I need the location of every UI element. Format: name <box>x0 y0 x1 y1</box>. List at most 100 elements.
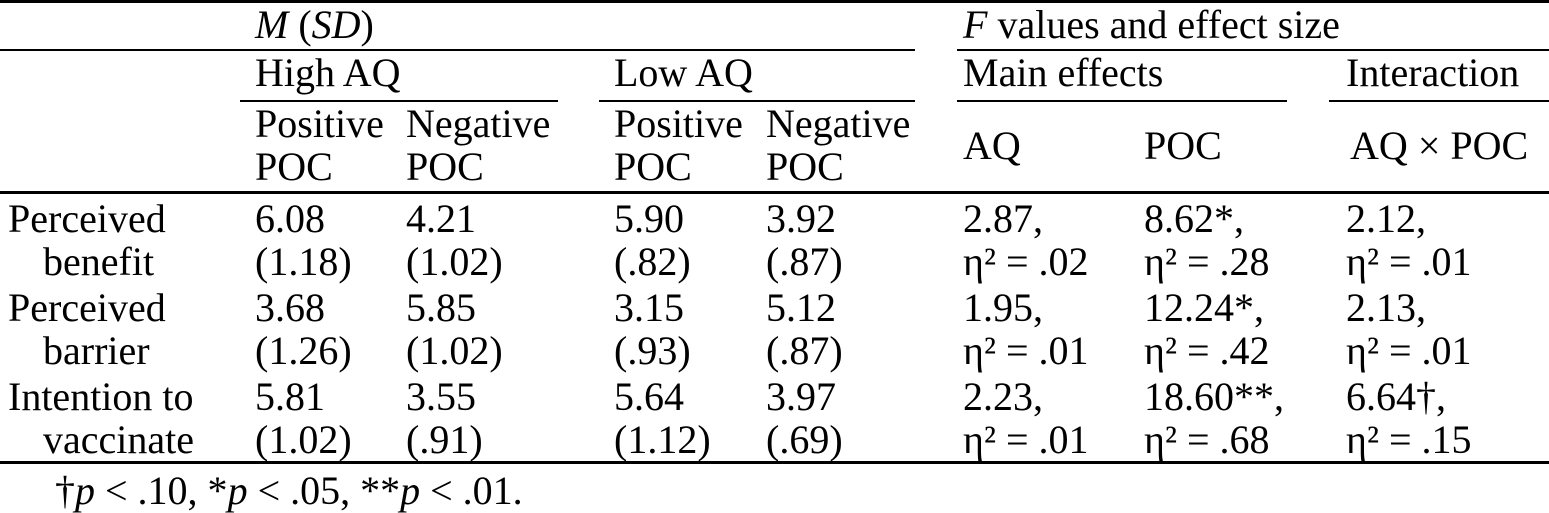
mean-value: 3.92 <box>766 196 836 241</box>
cell-f-effect: 2.12, η² = .01 <box>1329 193 1549 284</box>
eta-squared: η² = .68 <box>1144 417 1270 462</box>
col-header-negative-poc: Negative POC <box>391 101 558 194</box>
table-row: Perceived barrier 3.68 (1.26) 5.85 (1.02) … <box>0 283 1549 372</box>
gap-cell <box>558 193 599 284</box>
text-segment: F <box>963 2 988 47</box>
eta-squared: η² = .01 <box>1346 328 1472 373</box>
mean-value: 5.85 <box>406 285 476 330</box>
text-segment: < .01. <box>420 468 523 513</box>
cell-f-effect: 6.64†, η² = .15 <box>1329 372 1549 464</box>
row-label: Perceived barrier <box>8 285 166 373</box>
gap-cell <box>915 50 957 101</box>
results-table: M (SD) F values and effect size High AQ … <box>0 0 1549 464</box>
sd-value: (1.26) <box>255 328 352 373</box>
cell-f-effect: 1.95, η² = .01 <box>957 283 1129 372</box>
text-segment: < .10, * <box>95 468 228 513</box>
sd-value: (1.02) <box>255 417 352 462</box>
cell-mean-sd: 5.90 (.82) <box>599 193 751 284</box>
header-main-effects: Main effects <box>957 50 1288 102</box>
f-value: 18.60**, <box>1144 374 1285 419</box>
text-segment: values and effect size <box>987 2 1340 47</box>
header-f-values: F values and effect size <box>957 1 1549 51</box>
cell-mean-sd: 6.08 (1.18) <box>240 193 391 283</box>
f-value: 2.23, <box>963 374 1044 419</box>
mean-value: 5.64 <box>614 374 684 419</box>
text-segment: SD <box>311 2 361 47</box>
cell-mean-sd: 5.85 (1.02) <box>391 283 558 372</box>
sd-value: (1.02) <box>406 239 503 284</box>
col-header-positive-poc: Positive POC <box>240 101 391 194</box>
mean-value: 3.68 <box>255 285 325 330</box>
gap-cell <box>915 2 957 51</box>
text-segment: † <box>55 468 75 513</box>
eta-squared: η² = .28 <box>1144 239 1270 284</box>
mean-value: 3.15 <box>614 285 684 330</box>
f-value: 2.13, <box>1346 285 1427 330</box>
header-high-aq: High AQ <box>240 50 558 102</box>
header-row-subgroups: High AQ Low AQ Main effects Interaction <box>0 50 1549 102</box>
gap-cell <box>1287 101 1330 194</box>
mean-value: 4.21 <box>406 196 476 241</box>
gap-cell <box>1287 283 1329 372</box>
header-interaction: Interaction <box>1329 50 1549 102</box>
cell-mean-sd: 5.81 (1.02) <box>240 372 391 464</box>
cell-mean-sd: 5.64 (1.12) <box>599 372 751 464</box>
col-header-aq-x-poc: AQ × POC <box>1329 101 1549 194</box>
gap-cell <box>1287 372 1330 464</box>
table-row: Intention to vaccinate 5.81 (1.02) 3.55 (.… <box>0 372 1549 464</box>
row-label: Intention to vaccinate <box>0 372 240 464</box>
eta-squared: η² = .01 <box>1346 239 1472 284</box>
text-segment: < .05, ** <box>247 468 401 513</box>
text-segment: ) <box>360 2 374 47</box>
f-value: 1.95, <box>963 285 1044 330</box>
header-msd: M (SD) <box>240 1 916 51</box>
f-value: 12.24*, <box>1144 285 1265 330</box>
cell-mean-sd: 3.97 (.69) <box>751 372 916 464</box>
col-header-negative-poc: Negative POC <box>751 101 916 194</box>
row-label: Perceived benefit <box>8 196 166 284</box>
mean-value: 3.97 <box>766 374 836 419</box>
sd-value: (.91) <box>406 417 483 462</box>
cell-mean-sd: 5.12 (.87) <box>751 283 915 372</box>
eta-squared: η² = .02 <box>963 239 1089 284</box>
gap-cell <box>558 283 599 372</box>
f-value: 2.12, <box>1346 196 1427 241</box>
eta-squared: η² = .01 <box>963 417 1089 462</box>
text-segment: ( <box>288 2 312 47</box>
mean-value: 5.90 <box>614 196 684 241</box>
gap-cell <box>558 101 599 194</box>
sd-value: (.87) <box>766 239 843 284</box>
gap-cell <box>558 50 599 101</box>
cell-mean-sd: 3.15 (.93) <box>599 283 751 372</box>
gap-cell <box>915 283 957 372</box>
text-segment: p <box>75 468 95 513</box>
gap-cell <box>1287 50 1329 101</box>
cell-f-effect: 2.13, η² = .01 <box>1329 283 1549 372</box>
stub-cell <box>0 1 240 51</box>
mean-value: 3.55 <box>406 374 476 419</box>
stub-cell <box>0 50 240 101</box>
stub-cell <box>0 101 240 194</box>
f-value: 8.62*, <box>1144 196 1245 241</box>
gap-cell <box>915 193 957 284</box>
f-value: 6.64†, <box>1346 374 1447 419</box>
gap-cell <box>558 372 599 464</box>
text-segment: p <box>400 468 421 513</box>
cell-f-effect: 2.23, η² = .01 <box>957 372 1130 464</box>
cell-mean-sd: 3.55 (.91) <box>391 372 558 464</box>
header-row-groups: M (SD) F values and effect size <box>0 1 1549 51</box>
significance-footnote: †p < .10, *p < .05, **p < .01. <box>55 469 1549 512</box>
mean-value: 6.08 <box>255 196 325 241</box>
col-header-aq: AQ <box>957 101 1130 194</box>
text-segment: p <box>227 468 248 513</box>
col-header-positive-poc: Positive POC <box>599 101 751 194</box>
cell-f-effect: 18.60**, η² = .68 <box>1129 372 1288 464</box>
sd-value: (.82) <box>614 239 691 284</box>
gap-cell <box>915 101 958 194</box>
cell-mean-sd: 4.21 (1.02) <box>391 193 558 284</box>
cell-mean-sd: 3.68 (1.26) <box>240 283 391 372</box>
header-low-aq: Low AQ <box>599 50 916 102</box>
mean-value: 5.12 <box>766 285 836 330</box>
gap-cell <box>1287 193 1329 284</box>
cell-mean-sd: 3.92 (.87) <box>751 193 915 284</box>
